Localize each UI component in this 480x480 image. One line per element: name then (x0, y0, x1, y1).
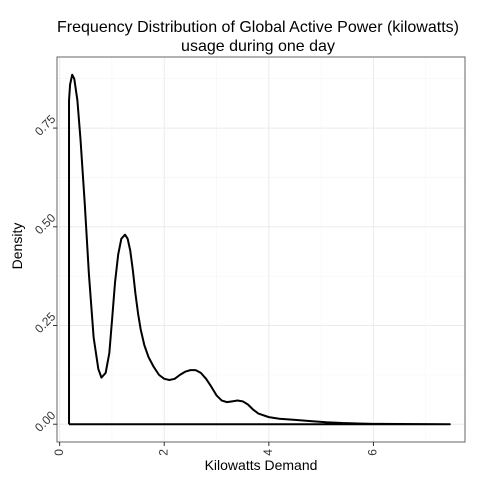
y-tick-label: 0.75 (32, 112, 59, 139)
y-tick-label: 0.00 (32, 408, 59, 435)
chart-title-line2: usage during one day (181, 38, 335, 55)
x-axis-title: Kilowatts Demand (205, 457, 318, 473)
x-tick-label: 6 (366, 449, 380, 456)
x-tick-label: 0 (52, 449, 66, 456)
x-tick-label: 2 (156, 449, 170, 456)
x-tick-label: 4 (261, 449, 275, 456)
y-tick-label: 0.25 (32, 309, 59, 336)
y-axis-ticks: 0.00 0.25 0.50 0.75 (32, 112, 59, 435)
y-axis-title: Density (9, 223, 25, 270)
panel-border (56, 56, 466, 443)
panel-border-rect (56, 56, 466, 443)
panel-rect (57, 57, 465, 442)
y-tick-label: 0.50 (32, 211, 59, 238)
panel-background (57, 57, 465, 442)
density-line-0 (68, 73, 451, 426)
density-series (68, 73, 451, 426)
x-axis-ticks: 0 2 4 6 (52, 442, 380, 456)
chart-title-line1: Frequency Distribution of Global Active … (57, 19, 459, 36)
